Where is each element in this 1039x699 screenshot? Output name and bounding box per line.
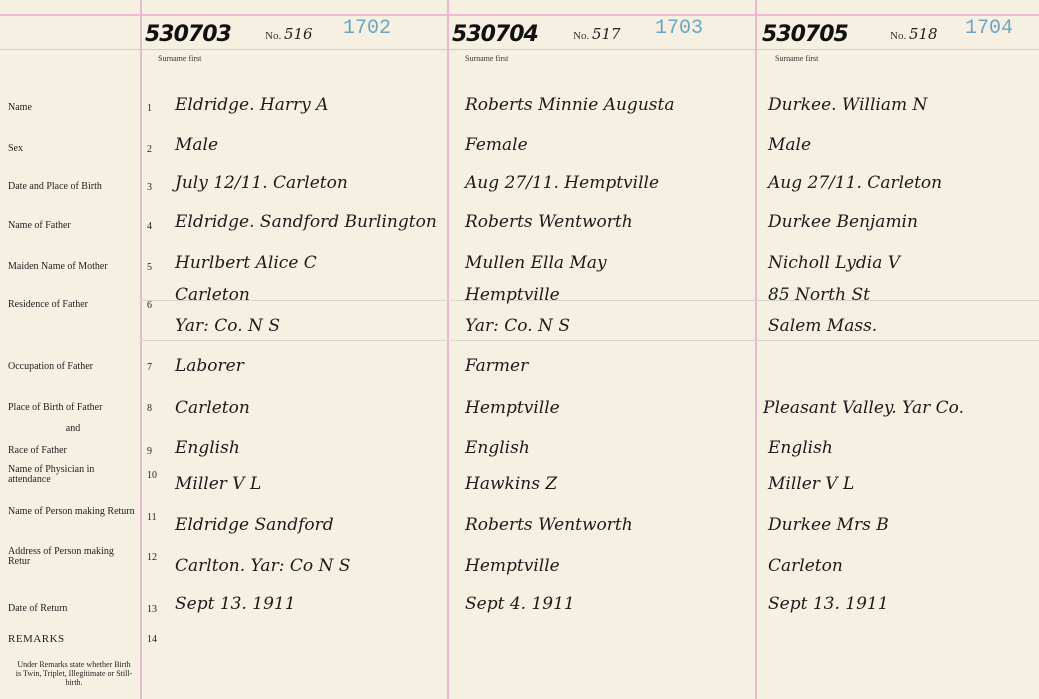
handwritten-entry: English (465, 438, 530, 458)
handwritten-entry: Roberts Wentworth (465, 212, 633, 232)
field-label: and (65, 423, 81, 434)
line-number: 2 (147, 144, 152, 155)
handwritten-entry: Durkee Benjamin (768, 212, 918, 232)
handwritten-entry: Farmer (465, 356, 529, 376)
line-number: 12 (147, 552, 157, 563)
surname-hint: Surname first (158, 54, 202, 63)
line-number: 4 (147, 221, 152, 232)
handwritten-entry: Sept 4. 1911 (465, 594, 575, 614)
line-number: 11 (147, 512, 157, 523)
field-label: Residence of Father (8, 299, 88, 310)
top-rule (0, 14, 1039, 16)
handwritten-entry: Eldridge Sandford (175, 515, 334, 535)
no-label: No. (890, 30, 907, 42)
handwritten-entry: English (768, 438, 833, 458)
column-divider (140, 0, 142, 699)
surname-hint: Surname first (465, 54, 509, 63)
line-number: 6 (147, 300, 152, 311)
field-label: Address of Person making Retur (8, 546, 114, 567)
handwritten-entry: July 12/11. Carleton (175, 173, 348, 193)
handwritten-entry: Hemptville (465, 285, 560, 305)
no-value: 516 (283, 25, 313, 43)
line-number: 8 (147, 403, 152, 414)
header-rule (0, 49, 1039, 50)
handwritten-entry: Roberts Wentworth (465, 515, 633, 535)
handwritten-entry: Hurlbert Alice C (175, 253, 317, 273)
row-rule (140, 340, 1039, 341)
handwritten-entry: Hemptville (465, 556, 560, 576)
field-label: Name of Father (8, 220, 71, 231)
field-label: Name of Physician in attendance (8, 464, 95, 485)
handwritten-entry: Yar: Co. N S (465, 316, 570, 336)
row-rule (140, 300, 1039, 301)
line-number: 7 (147, 362, 152, 373)
handwritten-entry: Roberts Minnie Augusta (465, 95, 675, 115)
stamp-number: 1704 (965, 17, 1014, 40)
handwritten-entry: Nicholl Lydia V (768, 253, 901, 273)
handwritten-entry: Miller V L (768, 474, 855, 494)
handwritten-entry: Carleton (768, 556, 843, 576)
field-label: Place of Birth of Father (8, 402, 103, 413)
no-label: No. (265, 30, 282, 42)
remarks-note: Under Remarks state whether Birth is Twi… (15, 660, 133, 687)
handwritten-entry: Durkee. William N (768, 95, 928, 115)
field-label: Maiden Name of Mother (8, 261, 108, 272)
handwritten-entry: Aug 27/11. Hemptville (465, 173, 660, 193)
handwritten-entry: Sept 13. 1911 (175, 594, 296, 614)
certificate-number: 530704 (452, 22, 539, 47)
handwritten-entry: Miller V L (175, 474, 262, 494)
line-number: 3 (147, 182, 152, 193)
field-label: Occupation of Father (8, 361, 93, 372)
stamp-number: 1703 (655, 17, 704, 40)
handwritten-entry: Laborer (175, 356, 244, 376)
stamp-number: 1702 (343, 17, 392, 40)
line-number: 1 (147, 103, 152, 114)
handwritten-entry: Carlton. Yar: Co N S (175, 556, 351, 576)
handwritten-entry: Male (175, 135, 219, 155)
handwritten-entry: Carleton (175, 285, 250, 305)
handwritten-entry: Hawkins Z (465, 474, 558, 494)
certificate-number: 530703 (145, 22, 232, 47)
field-label: Race of Father (8, 445, 67, 456)
field-label: Sex (8, 143, 23, 154)
line-number: 10 (147, 470, 157, 481)
register-number: No. 518 (890, 25, 938, 43)
handwritten-entry: Female (465, 135, 528, 155)
surname-hint: Surname first (775, 54, 819, 63)
certificate-number: 530705 (762, 22, 849, 47)
handwritten-entry: Mullen Ella May (465, 253, 607, 273)
register-number: No. 517 (573, 25, 621, 43)
field-label: Name (8, 102, 32, 113)
field-label: REMARKS (8, 633, 65, 645)
handwritten-entry: Durkee Mrs B (768, 515, 889, 535)
no-value: 517 (591, 25, 621, 43)
handwritten-entry: 85 North St (768, 285, 870, 305)
handwritten-entry: Male (768, 135, 812, 155)
field-label: Date and Place of Birth (8, 181, 102, 192)
handwritten-entry: Eldridge. Harry A (175, 95, 329, 115)
no-value: 518 (908, 25, 938, 43)
handwritten-entry: Salem Mass. (768, 316, 878, 336)
line-number: 5 (147, 262, 152, 273)
column-divider (755, 0, 757, 699)
line-number: 13 (147, 604, 157, 615)
line-number: 9 (147, 446, 152, 457)
field-label: Date of Return (8, 603, 68, 614)
no-label: No. (573, 30, 590, 42)
handwritten-entry: Carleton (175, 398, 250, 418)
handwritten-entry: Pleasant Valley. Yar Co. (763, 398, 964, 418)
handwritten-entry: Eldridge. Sandford Burlington (175, 212, 437, 232)
handwritten-entry: Yar: Co. N S (175, 316, 280, 336)
handwritten-entry: Sept 13. 1911 (768, 594, 889, 614)
handwritten-entry: Hemptville (465, 398, 560, 418)
register-number: No. 516 (265, 25, 313, 43)
field-label: Name of Person making Return (8, 506, 135, 517)
handwritten-entry: English (175, 438, 240, 458)
line-number: 14 (147, 634, 157, 645)
column-divider (447, 0, 449, 699)
handwritten-entry: Aug 27/11. Carleton (768, 173, 943, 193)
